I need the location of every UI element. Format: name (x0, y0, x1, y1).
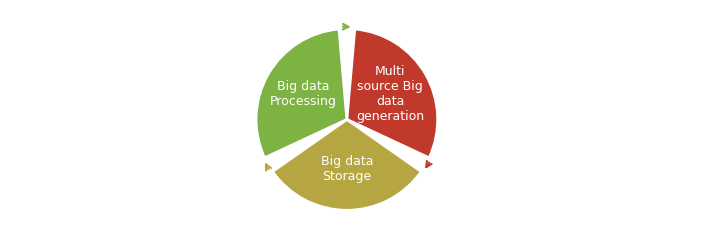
Text: Multi
source Big
data
generation: Multi source Big data generation (356, 65, 424, 124)
Wedge shape (347, 29, 438, 158)
Text: Big data
Processing: Big data Processing (270, 81, 337, 108)
Wedge shape (256, 29, 347, 158)
Wedge shape (273, 120, 421, 210)
Text: Big data
Storage: Big data Storage (321, 155, 373, 184)
